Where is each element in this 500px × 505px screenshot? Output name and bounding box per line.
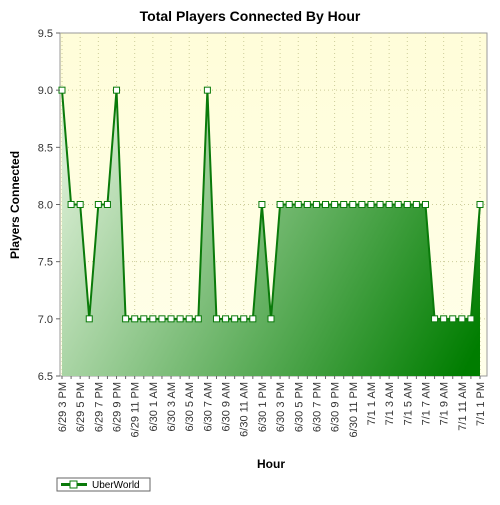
x-tick-label: 6/30 7 AM xyxy=(202,382,214,432)
x-tick-label: 6/30 9 PM xyxy=(330,382,342,432)
data-point-marker xyxy=(113,86,121,94)
data-point-marker xyxy=(385,201,393,208)
legend: UberWorld xyxy=(56,477,151,492)
data-point-marker xyxy=(349,201,357,208)
data-point-marker xyxy=(403,201,411,208)
legend-box xyxy=(56,477,151,492)
x-tick-label: 7/1 9 AM xyxy=(439,382,451,425)
data-point-marker xyxy=(312,201,320,208)
data-point-marker xyxy=(340,201,348,208)
data-point-marker xyxy=(376,201,384,208)
data-point-marker xyxy=(140,315,148,323)
x-tick-label: 6/29 5 PM xyxy=(75,382,87,432)
data-point-marker xyxy=(285,201,293,208)
data-point-marker xyxy=(176,315,184,323)
x-tick-label: 6/30 3 AM xyxy=(166,382,178,432)
data-point-marker xyxy=(122,315,130,323)
y-axis: 6.5 7.0 7.5 8.0 8.5 9.0 9.5 xyxy=(38,28,60,383)
data-point-marker xyxy=(185,315,193,323)
data-point-marker xyxy=(167,315,175,323)
data-point-marker xyxy=(267,315,275,323)
data-point-marker xyxy=(131,315,139,323)
data-point-marker xyxy=(231,315,239,323)
data-point-marker xyxy=(458,315,466,323)
chart-title: Total Players Connected By Hour xyxy=(140,8,361,24)
data-point-marker xyxy=(258,201,266,208)
y-tick-label: 7.5 xyxy=(38,257,53,269)
y-tick-label: 9.0 xyxy=(38,85,53,97)
data-point-marker xyxy=(85,315,93,323)
x-tick-label: 6/30 5 PM xyxy=(293,382,305,432)
x-tick-label: 6/30 11 AM xyxy=(239,382,251,437)
data-point-marker xyxy=(358,201,366,208)
x-tick-label: 6/30 1 PM xyxy=(257,382,269,432)
data-point-marker xyxy=(431,315,439,323)
y-tick-label: 8.0 xyxy=(38,200,53,212)
data-point-marker xyxy=(249,315,257,323)
data-point-marker xyxy=(367,201,375,208)
y-axis-title: Players Connected xyxy=(8,151,22,259)
x-tick-label: 6/30 7 PM xyxy=(311,382,323,432)
data-point-marker xyxy=(67,201,75,208)
y-tick-label: 6.5 xyxy=(38,371,53,383)
data-point-marker xyxy=(103,201,111,208)
x-tick-label: 7/1 5 AM xyxy=(402,382,414,425)
data-point-marker xyxy=(331,201,339,208)
x-tick-label: 6/30 5 AM xyxy=(184,382,196,432)
legend-label-uberworld: UberWorld xyxy=(92,480,140,491)
data-point-marker xyxy=(212,315,220,323)
data-point-marker xyxy=(149,315,157,323)
data-point-marker xyxy=(412,201,420,208)
data-point-marker xyxy=(222,315,230,323)
y-tick-label: 8.5 xyxy=(38,142,53,154)
x-tick-label: 6/29 7 PM xyxy=(93,382,105,432)
data-point-marker xyxy=(203,86,211,94)
x-tick-label: 7/1 1 PM xyxy=(475,382,487,426)
data-point-marker xyxy=(240,315,248,323)
x-tick-label: 7/1 3 AM xyxy=(384,382,396,425)
data-point-marker xyxy=(449,315,457,323)
data-point-marker xyxy=(467,315,475,323)
data-point-marker xyxy=(158,315,166,323)
x-tick-label: 6/30 1 AM xyxy=(148,382,160,432)
x-tick-label: 6/30 9 AM xyxy=(221,382,233,432)
data-point-marker xyxy=(194,315,202,323)
x-tick-label: 6/30 11 PM xyxy=(348,382,360,437)
x-axis-title: Hour xyxy=(257,457,285,471)
series-markers xyxy=(58,86,484,323)
x-tick-label: 7/1 1 AM xyxy=(366,382,378,425)
data-point-marker xyxy=(322,201,330,208)
data-point-marker xyxy=(94,201,102,208)
x-tick-label: 6/29 3 PM xyxy=(57,382,69,432)
x-tick-label: 6/29 11 PM xyxy=(130,382,142,437)
legend-marker-swatch xyxy=(69,480,78,489)
data-point-marker xyxy=(294,201,302,208)
data-point-marker xyxy=(440,315,448,323)
data-point-marker xyxy=(76,201,84,208)
series-area-fill xyxy=(62,90,480,377)
data-point-marker xyxy=(394,201,402,208)
x-axis: 6/29 3 PM 6/29 5 PM 6/29 7 PM 6/29 9 PM 6/29… xyxy=(57,376,487,437)
series-area xyxy=(62,90,480,377)
y-tick-label: 9.5 xyxy=(38,28,53,40)
data-point-marker xyxy=(476,201,484,208)
x-tick-label: 7/1 7 AM xyxy=(420,382,432,425)
data-point-marker xyxy=(303,201,311,208)
x-tick-label: 7/1 11 AM xyxy=(457,382,469,431)
x-tick-label: 6/29 9 PM xyxy=(112,382,124,432)
data-point-marker xyxy=(421,201,429,208)
data-point-marker xyxy=(276,201,284,208)
x-tick-label: 6/30 3 PM xyxy=(275,382,287,432)
y-tick-label: 7.0 xyxy=(38,314,53,326)
